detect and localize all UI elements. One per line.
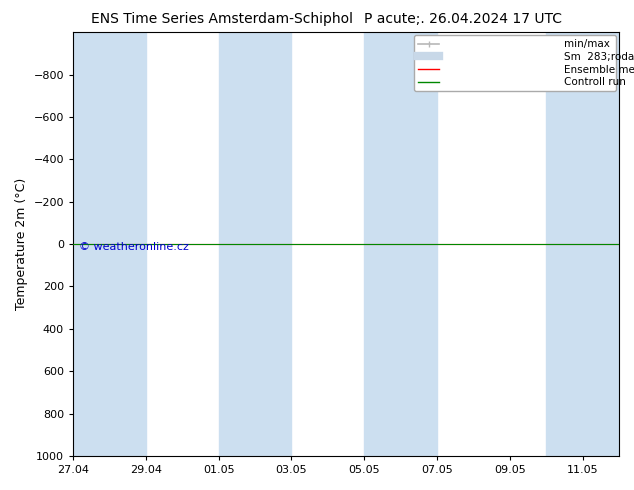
Text: © weatheronline.cz: © weatheronline.cz [79,242,188,252]
Bar [73,32,146,456]
Y-axis label: Temperature 2m (°C): Temperature 2m (°C) [15,178,28,310]
Bar [365,32,437,456]
Bar [547,32,619,456]
Text: P acute;. 26.04.2024 17 UTC: P acute;. 26.04.2024 17 UTC [364,12,562,26]
Bar [219,32,292,456]
Text: ENS Time Series Amsterdam-Schiphol: ENS Time Series Amsterdam-Schiphol [91,12,353,26]
Legend: min/max, Sm  283;rodatn acute; odchylka, Ensemble mean run, Controll run: min/max, Sm 283;rodatn acute; odchylka, … [414,35,616,92]
